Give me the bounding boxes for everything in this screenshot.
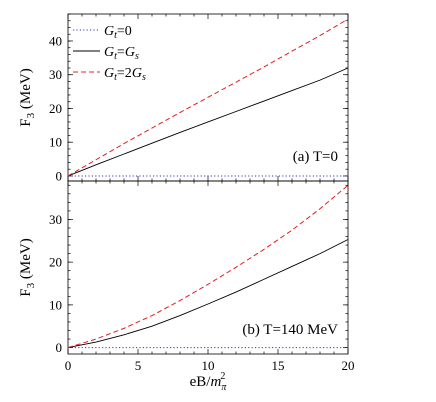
y-axis-label: F3 (MeV): [18, 238, 37, 296]
series-line: [67, 184, 349, 349]
panel-b: 0 10 20 30 0 5 10 15 20 F3 (MeV) (b) T=140 MeV eB/m…: [18, 180, 355, 393]
series-line: [67, 239, 349, 349]
legend-label: Gt=Gs: [104, 45, 139, 62]
series-line: [67, 67, 349, 177]
panel-label: (a) T=0: [293, 149, 338, 165]
y-tick-label: 0: [56, 340, 63, 355]
y-tick-label: 40: [49, 33, 62, 48]
y-tick-label: 10: [49, 297, 62, 312]
x-axis-label: eB/mπ2: [190, 371, 228, 393]
y-tick-label: 0: [56, 168, 63, 183]
x-tick-label: 5: [135, 358, 142, 373]
x-tick-label: 10: [202, 358, 215, 373]
legend-label: Gt=0: [104, 24, 132, 41]
panel-label: (b) T=140 MeV: [242, 322, 338, 338]
legend-label: Gt=2Gs: [104, 66, 146, 83]
y-axis-label: F3 (MeV): [18, 68, 37, 126]
y-tick-label: 10: [49, 135, 62, 150]
y-tick-label: 30: [49, 212, 62, 227]
x-tick-label: 15: [272, 358, 285, 373]
x-tick-label: 20: [342, 358, 355, 373]
panel-a: 0 10 20 30 40 F3 (MeV) (a) T=0 Gt=0 Gt=Gs Gt=2Gs: [18, 13, 349, 183]
x-tick-label: 0: [65, 358, 72, 373]
series-line: [67, 18, 349, 177]
y-tick-label: 30: [49, 67, 62, 82]
y-tick-label: 20: [49, 101, 62, 116]
y-tick-label: 20: [49, 255, 62, 270]
